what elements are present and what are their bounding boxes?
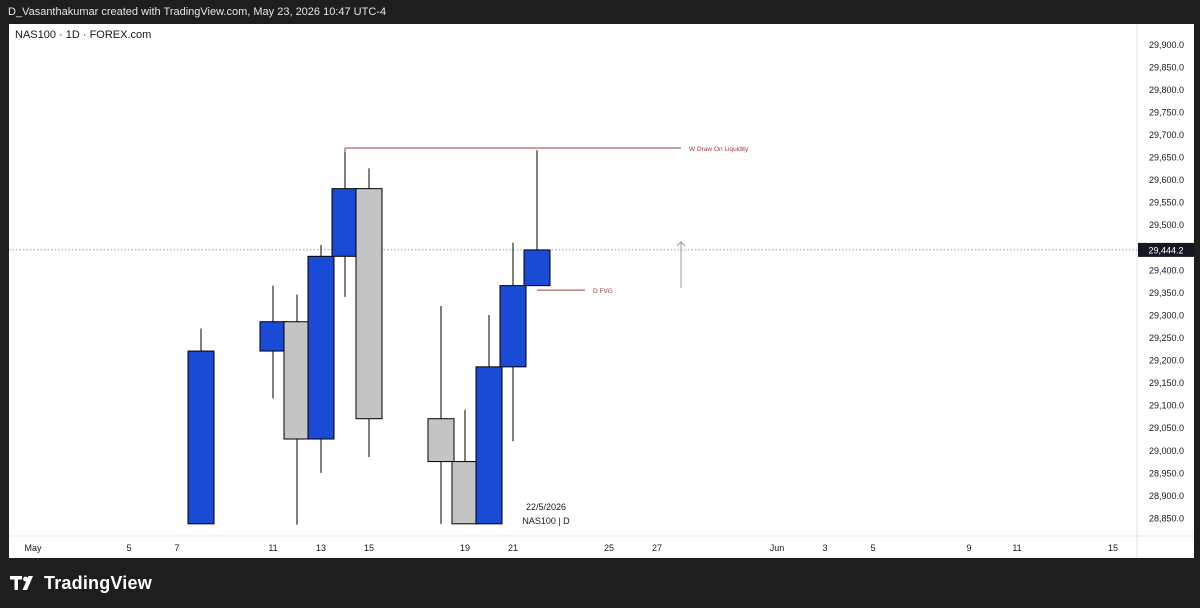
x-tick-label: May: [24, 543, 42, 553]
candle-body[interactable]: [283, 321, 311, 440]
candle-body[interactable]: [187, 350, 215, 525]
current-price-tag: [1138, 242, 1194, 257]
y-tick-label: 28,850.0: [1149, 513, 1184, 523]
current-price-label: 29,444.2: [1148, 245, 1183, 255]
chart-caption: D_Vasanthakumar created with TradingView…: [0, 0, 1200, 24]
x-tick-label: 13: [316, 543, 326, 553]
y-tick-label: 29,800.0: [1149, 85, 1184, 95]
candle-body[interactable]: [331, 188, 359, 257]
y-tick-label: 29,850.0: [1149, 62, 1184, 72]
candle-body[interactable]: [475, 366, 503, 525]
footer: TradingView: [0, 558, 1200, 608]
y-tick-label: 29,150.0: [1149, 378, 1184, 388]
x-tick-label: Jun: [770, 543, 785, 553]
candlestick-chart[interactable]: 29,900.0 29,850.0 29,800.0 29,750.0 29,700.0…: [9, 24, 1194, 558]
tradingview-logo-text: TradingView: [44, 572, 152, 593]
annotation-label: D FVG: [593, 288, 613, 295]
y-tick-label: 29,400.0: [1149, 265, 1184, 275]
y-tick-label: 29,250.0: [1149, 333, 1184, 343]
candle-body[interactable]: [355, 188, 383, 420]
x-tick-label: 21: [508, 543, 518, 553]
y-tick-label: 29,200.0: [1149, 356, 1184, 366]
x-tick-label: 11: [1012, 543, 1021, 553]
y-tick-label: 29,550.0: [1149, 198, 1184, 208]
tradingview-logo-icon: [10, 576, 33, 590]
symbol-label[interactable]: NAS100 · 1D · FOREX.com: [15, 29, 152, 41]
x-tick-label: 7: [174, 543, 179, 553]
x-tick-label: 11: [268, 543, 277, 553]
hover-date-label: 22/5/2026: [526, 502, 566, 512]
y-tick-label: 29,100.0: [1149, 401, 1184, 411]
candle-body[interactable]: [259, 321, 287, 352]
y-tick-label: 29,000.0: [1149, 446, 1184, 456]
chart-area[interactable]: 29,900.0 29,850.0 29,800.0 29,750.0 29,700.0…: [9, 24, 1194, 558]
y-tick-label: 28,900.0: [1149, 491, 1184, 501]
x-tick-label: 5: [870, 543, 875, 553]
x-tick-label: 15: [1108, 543, 1118, 553]
arrow-head-icon: [676, 241, 686, 247]
x-tick-label: 25: [604, 543, 614, 553]
x-tick-label: 9: [966, 543, 971, 553]
x-tick-label: 3: [822, 543, 827, 553]
y-tick-label: 29,900.0: [1149, 40, 1184, 50]
hover-symbol-label: NAS100 | D: [522, 516, 570, 526]
y-tick-label: 29,650.0: [1149, 153, 1184, 163]
x-tick-label: 15: [364, 543, 374, 553]
candle-body[interactable]: [499, 285, 527, 368]
y-tick-label: 29,600.0: [1149, 175, 1184, 185]
y-tick-label: 29,500.0: [1149, 220, 1184, 230]
y-tick-label: 29,350.0: [1149, 288, 1184, 298]
x-tick-label: 19: [460, 543, 470, 553]
annotation-label: W Draw On Liquidity: [689, 146, 749, 153]
y-tick-label: 29,050.0: [1149, 423, 1184, 433]
y-tick-label: 29,750.0: [1149, 107, 1184, 117]
candle-body[interactable]: [307, 255, 335, 440]
y-tick-label: 29,300.0: [1149, 310, 1184, 320]
candle-body[interactable]: [451, 461, 479, 525]
candle-body[interactable]: [523, 249, 551, 287]
y-tick-label: 28,950.0: [1149, 468, 1184, 478]
candle-body[interactable]: [427, 418, 455, 463]
x-tick-label: 27: [652, 543, 662, 553]
y-tick-label: 29,700.0: [1149, 130, 1184, 140]
x-tick-label: 5: [126, 543, 131, 553]
